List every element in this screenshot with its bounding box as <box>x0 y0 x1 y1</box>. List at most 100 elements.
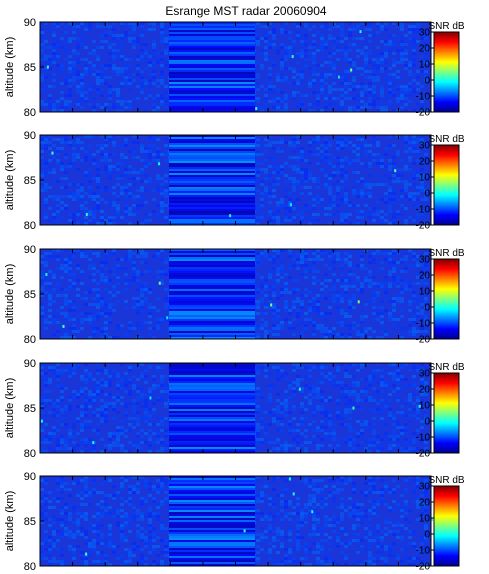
y-tick-label: 90 <box>24 130 36 142</box>
colorbar-tick-label: 30 <box>419 255 431 266</box>
colorbar <box>433 258 460 340</box>
colorbar-tick-label: -10 <box>416 546 431 557</box>
speckle <box>430 517 433 521</box>
colorbar-tick-label: -20 <box>416 449 431 460</box>
speckle <box>288 477 291 481</box>
colorbar-tick-label: 0 <box>424 189 430 200</box>
y-axis-label: altitude (km) <box>4 150 16 211</box>
colorbar-tick-label: -20 <box>416 108 431 119</box>
y-axis-label: altitude (km) <box>4 491 16 552</box>
colorbar-label: SNR dB <box>428 21 464 32</box>
colorbar-tick-label: 10 <box>419 60 431 71</box>
speckle <box>243 529 246 533</box>
colorbar-tick-label: 0 <box>424 303 430 314</box>
colorbar-tick-label: 10 <box>419 173 431 184</box>
band-region <box>169 22 256 112</box>
speckle <box>350 68 353 72</box>
y-axis-label: altitude (km) <box>4 264 16 325</box>
colorbar-tick-label: 30 <box>419 369 431 380</box>
colorbar-tick-label: -10 <box>416 433 431 444</box>
band-region <box>169 476 256 566</box>
speckle <box>62 324 65 328</box>
colorbar-tick-label: 20 <box>419 271 431 282</box>
y-tick-label: 90 <box>24 17 36 29</box>
colorbar <box>433 31 460 113</box>
band-region <box>169 249 256 339</box>
colorbar-tick-label: 30 <box>419 482 431 493</box>
y-tick-label: 90 <box>24 244 36 256</box>
colorbar-tick-label: 0 <box>424 417 430 428</box>
speckle <box>292 492 295 496</box>
speckle <box>270 303 273 307</box>
colorbar-tick-label: -20 <box>416 221 431 232</box>
colorbar-tick-label: 10 <box>419 287 431 298</box>
y-tick-label: 85 <box>24 289 36 301</box>
colorbar-tick-label: 0 <box>424 76 430 87</box>
colorbar-tick-label: 30 <box>419 141 431 152</box>
y-tick-label: 85 <box>24 516 36 528</box>
speckle <box>92 441 95 445</box>
colorbar-tick-label: 20 <box>419 498 431 509</box>
y-tick-label: 80 <box>24 220 36 232</box>
y-axis-label: altitude (km) <box>4 37 16 98</box>
colorbar-tick-label: 20 <box>419 157 431 168</box>
colorbar-label: SNR dB <box>428 248 464 259</box>
y-tick-label: 80 <box>24 334 36 346</box>
y-tick-label: 85 <box>24 175 36 187</box>
speckle <box>298 387 301 391</box>
speckle <box>166 316 169 320</box>
colorbar-tick-label: 20 <box>419 385 431 396</box>
y-tick-label: 85 <box>24 62 36 74</box>
speckle <box>394 169 397 173</box>
speckle <box>158 281 161 285</box>
y-tick-label: 90 <box>24 471 36 483</box>
speckle <box>311 510 314 514</box>
colorbar <box>433 372 460 454</box>
speckle <box>352 406 355 410</box>
colorbar-tick-label: -20 <box>416 335 431 346</box>
y-tick-label: 85 <box>24 403 36 415</box>
colorbar-tick-label: -10 <box>416 205 431 216</box>
speckle <box>149 396 152 400</box>
speckle <box>46 65 49 69</box>
speckle <box>418 404 421 408</box>
band-region <box>169 363 256 453</box>
y-tick-label: 80 <box>24 561 36 573</box>
y-axis-label: altitude (km) <box>4 378 16 439</box>
y-tick-label: 80 <box>24 448 36 460</box>
colorbar <box>433 485 460 567</box>
band-region <box>169 135 256 225</box>
speckle <box>51 151 54 155</box>
colorbar-tick-label: -20 <box>416 562 431 573</box>
figure-title: Esrange MST radar 20060904 <box>165 4 327 18</box>
colorbar-tick-label: -10 <box>416 92 431 103</box>
colorbar <box>433 144 460 226</box>
colorbar-label: SNR dB <box>428 475 464 486</box>
colorbar-tick-label: 30 <box>419 28 431 39</box>
y-tick-label: 80 <box>24 107 36 119</box>
speckle <box>40 419 43 423</box>
colorbar-tick-label: -10 <box>416 319 431 330</box>
speckle <box>359 30 362 34</box>
speckle <box>229 214 232 218</box>
speckle <box>289 203 292 207</box>
speckle <box>45 273 48 277</box>
speckle <box>85 552 88 556</box>
colorbar-tick-label: 0 <box>424 530 430 541</box>
speckle <box>85 212 88 216</box>
speckle <box>291 55 294 59</box>
colorbar-label: SNR dB <box>428 134 464 145</box>
speckle <box>337 75 340 79</box>
speckle <box>357 300 360 304</box>
y-tick-label: 90 <box>24 358 36 370</box>
colorbar-tick-label: 10 <box>419 514 431 525</box>
speckle <box>255 107 258 111</box>
colorbar-tick-label: 20 <box>419 44 431 55</box>
speckle <box>158 162 161 166</box>
